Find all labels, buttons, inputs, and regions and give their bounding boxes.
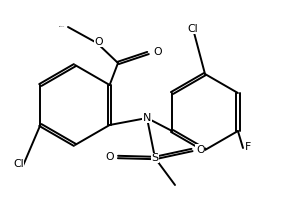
Text: O: O xyxy=(94,37,103,47)
Text: methoxy: methoxy xyxy=(58,25,65,27)
Text: S: S xyxy=(151,153,159,163)
Text: O: O xyxy=(196,145,204,155)
Text: Cl: Cl xyxy=(187,24,198,34)
Text: N: N xyxy=(143,113,151,123)
Text: F: F xyxy=(245,142,251,152)
Text: O: O xyxy=(105,152,114,162)
Text: O: O xyxy=(153,47,162,57)
Text: Cl: Cl xyxy=(13,159,24,169)
